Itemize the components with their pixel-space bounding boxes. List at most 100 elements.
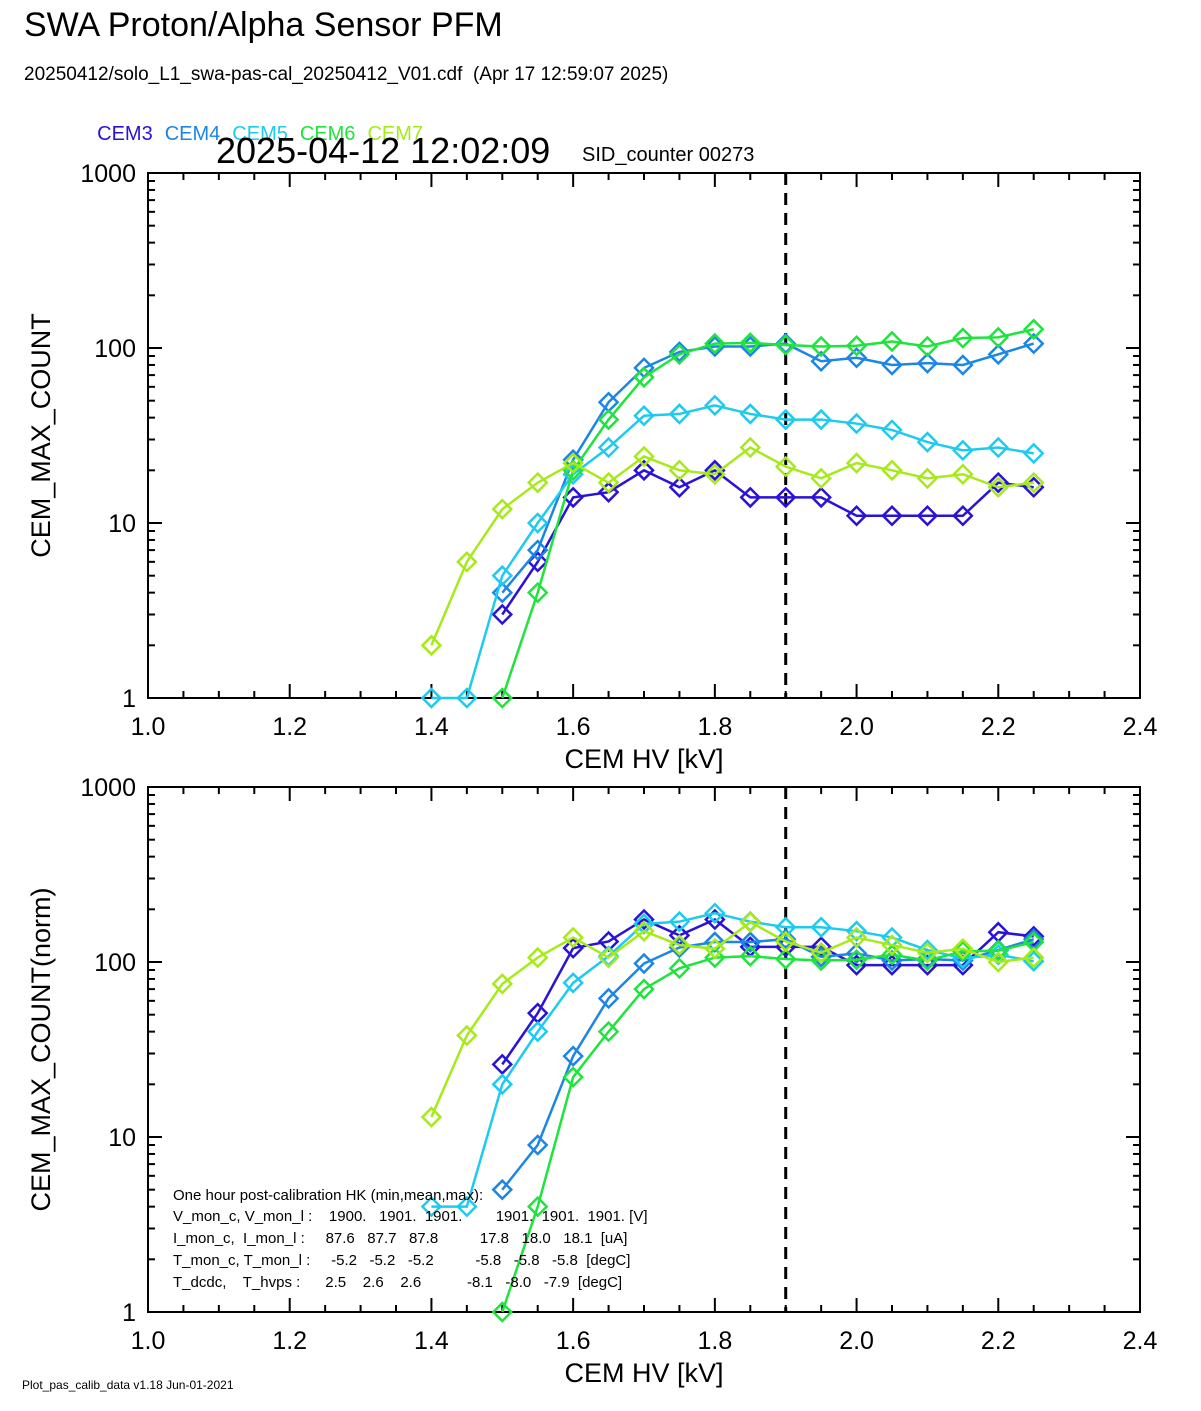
- footer-version: Plot_pas_calib_data v1.18 Jun-01-2021: [22, 1378, 234, 1392]
- legend-cem6: CEM6: [299, 123, 356, 145]
- marker-cem4: [668, 341, 691, 363]
- marker-cem4: [1022, 332, 1045, 355]
- y-tick-label: 10: [108, 510, 136, 538]
- marker-cem7: [952, 463, 974, 485]
- x-axis-label: CEM HV [kV]: [564, 744, 723, 774]
- y-tick-label: 100: [94, 949, 136, 977]
- x-tick-label: 2.0: [839, 713, 874, 741]
- marker-cem3: [704, 459, 726, 482]
- legend: CEM3 CEM4 CEM5 CEM6 CEM7: [86, 100, 435, 146]
- series-line-cem4: [501, 937, 1035, 1191]
- hk-box: One hour post-calibration HK (min,mean,m…: [173, 1187, 648, 1291]
- series-line-cem6: [501, 328, 1034, 699]
- series-group: [420, 318, 1045, 709]
- marker-cem3: [916, 504, 939, 527]
- chart-top: 1.0 1.2 1.4 1.6 1.8 2.0 2.2 2.4 1 10 100 1000 CEM HV…: [26, 160, 1158, 774]
- marker-cem4: [633, 952, 655, 975]
- marker-cem6: [916, 949, 939, 972]
- marker-cem4: [881, 354, 903, 376]
- hk-row: T_mon_c, T_mon_l : -5.2 -5.2 -5.2 -5.8 -…: [173, 1252, 630, 1269]
- marker-cem6: [491, 1301, 514, 1323]
- marker-cem5: [881, 419, 903, 441]
- marker-cem5: [952, 439, 974, 462]
- hk-row: T_dcdc, T_hvps : 2.5 2.6 2.6 -8.1 -8.0 -…: [173, 1274, 622, 1291]
- x-tick-label: 2.2: [981, 713, 1016, 741]
- marker-cem5: [668, 910, 691, 933]
- marker-cem7: [987, 476, 1010, 499]
- x-tick-label: 2.0: [839, 1327, 874, 1355]
- marker-cem3: [881, 504, 903, 527]
- marker-cem3: [491, 1053, 514, 1076]
- marker-cem5: [845, 412, 868, 435]
- marker-cem6: [668, 957, 691, 980]
- marker-cem3: [952, 504, 974, 527]
- marker-cem6: [987, 326, 1010, 349]
- hk-title: One hour post-calibration HK (min,mean,m…: [173, 1187, 483, 1204]
- marker-cem4: [774, 928, 797, 950]
- x-tick-label: 1.4: [414, 713, 449, 741]
- marker-cem7: [1022, 946, 1045, 969]
- y-axis-label: CEM_MAX_COUNT: [26, 313, 56, 558]
- marker-cem6: [597, 408, 620, 431]
- marker-cem7: [597, 471, 620, 494]
- marker-cem6: [633, 978, 655, 1000]
- sid-counter: SID_counter 00273: [582, 144, 755, 166]
- marker-cem5: [810, 408, 832, 431]
- marker-cem7: [491, 973, 514, 995]
- marker-cem6: [526, 1195, 549, 1218]
- marker-cem4: [987, 343, 1010, 366]
- marker-cem3: [668, 476, 691, 499]
- marker-cem7: [739, 436, 762, 459]
- legend-cem5: CEM5: [232, 123, 288, 145]
- marker-cem6: [845, 334, 868, 357]
- marker-cem3: [597, 930, 620, 953]
- timestamp: 2025-04-12 12:02:09: [216, 130, 551, 171]
- legend-cem7: CEM7: [367, 123, 424, 145]
- x-tick-label: 2.4: [1123, 713, 1158, 741]
- marker-cem7: [526, 471, 549, 494]
- marker-cem6: [526, 581, 549, 604]
- marker-cem6: [597, 1020, 620, 1043]
- marker-cem5: [987, 436, 1010, 459]
- series-line-cem3: [501, 468, 1034, 616]
- marker-cem4: [526, 539, 549, 561]
- marker-cem5: [491, 1073, 514, 1096]
- x-tick-label: 1.4: [414, 1327, 449, 1355]
- marker-cem5: [562, 463, 584, 485]
- marker-cem7: [1022, 471, 1045, 494]
- marker-cem4: [952, 354, 974, 376]
- marker-cem6: [1022, 318, 1045, 341]
- marker-cem7: [704, 938, 726, 960]
- marker-cem5: [774, 408, 797, 431]
- marker-cem7: [456, 551, 478, 573]
- marker-cem6: [704, 332, 726, 355]
- marker-cem4: [704, 931, 726, 953]
- marker-cem3: [845, 504, 868, 527]
- marker-cem6: [916, 335, 939, 358]
- marker-cem5: [704, 902, 726, 924]
- marker-cem5: [526, 512, 549, 534]
- marker-cem7: [881, 459, 903, 482]
- marker-cem4: [810, 946, 832, 968]
- x-tick-label: 1.6: [556, 1327, 591, 1355]
- marker-cem5: [668, 403, 691, 425]
- marker-cem5: [526, 1020, 549, 1043]
- marker-cem6: [881, 943, 903, 966]
- marker-cem7: [774, 455, 797, 478]
- y-tick-label: 1: [122, 1299, 136, 1327]
- marker-cem5: [916, 431, 939, 453]
- marker-cem6: [704, 946, 726, 969]
- marker-cem6: [881, 330, 903, 353]
- marker-cem6: [774, 948, 797, 970]
- series-line-cem3: [501, 918, 1034, 1066]
- marker-cem4: [739, 931, 762, 953]
- marker-cem6: [668, 343, 691, 366]
- marker-cem7: [420, 1106, 443, 1128]
- marker-cem6: [633, 366, 655, 389]
- x-tick-label: 1.8: [697, 1327, 732, 1355]
- marker-cem3: [562, 937, 584, 959]
- marker-cem5: [633, 404, 655, 427]
- marker-cem5: [810, 916, 832, 939]
- marker-cem6: [810, 335, 832, 358]
